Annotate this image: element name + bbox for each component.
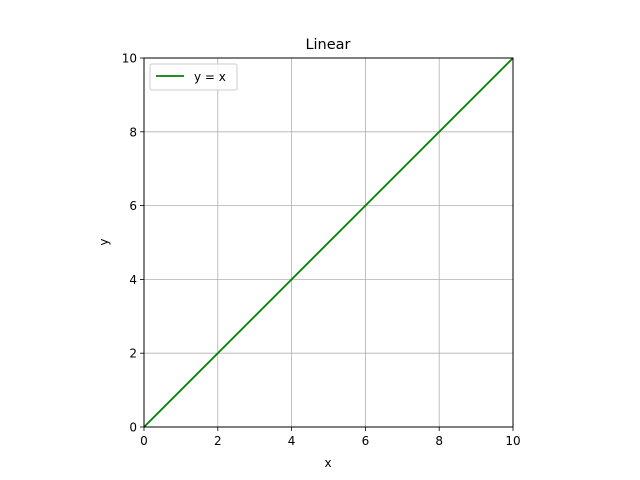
y-tick-label: 4	[129, 273, 137, 287]
x-tick-label: 8	[435, 434, 443, 448]
x-tick-label: 2	[214, 434, 222, 448]
x-tick-label: 4	[288, 434, 296, 448]
x-axis-label: x	[324, 456, 331, 470]
legend: y = x	[149, 63, 238, 91]
y-tick-label: 2	[129, 347, 137, 361]
y-tick-label: 6	[129, 199, 137, 213]
y-tick-label: 10	[122, 52, 137, 66]
chart-title: Linear	[305, 37, 350, 53]
y-axis-label: y	[97, 238, 111, 245]
y-tick-label: 8	[129, 125, 137, 139]
x-tick-label: 0	[140, 434, 148, 448]
y-tick-label: 0	[129, 421, 137, 435]
x-tick-label: 6	[362, 434, 370, 448]
series-line-0	[143, 57, 514, 428]
grid-lines	[143, 57, 514, 428]
axis-ticks: 0 2 4 6 8 10 0 2 4 6 8 10	[122, 52, 521, 449]
series-layer	[143, 57, 514, 428]
legend-box	[149, 63, 238, 91]
legend-label: y = x	[194, 70, 226, 84]
x-tick-label: 10	[505, 434, 520, 448]
plot-frame	[143, 57, 514, 428]
